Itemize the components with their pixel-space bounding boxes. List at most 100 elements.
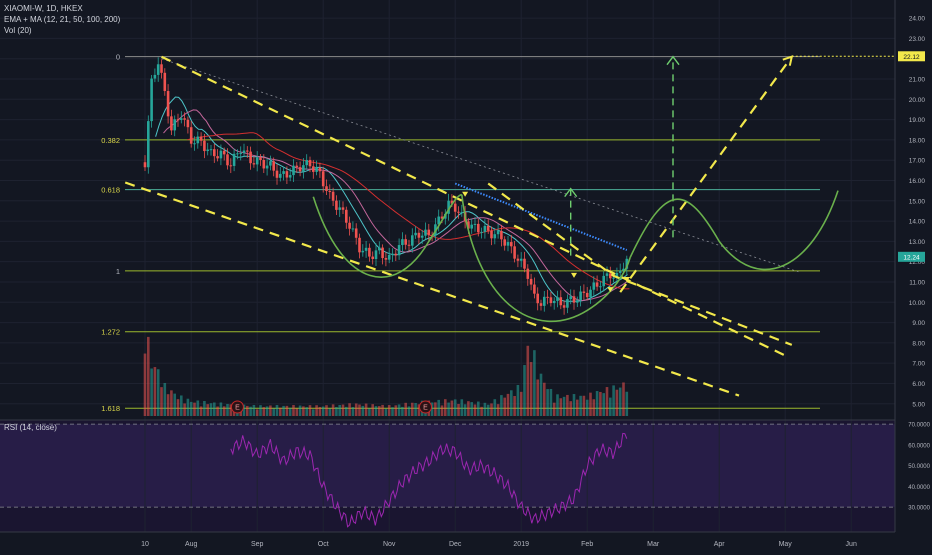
- time-tick-label: Apr: [714, 541, 726, 548]
- volume-bar: [467, 401, 470, 416]
- volume-bar: [477, 401, 480, 416]
- candle-body: [305, 160, 308, 166]
- volume-bar: [523, 365, 526, 416]
- candle-body: [572, 296, 576, 303]
- candle-body: [193, 143, 196, 145]
- volume-bar: [450, 400, 454, 416]
- candle-body: [232, 153, 236, 166]
- target-arrow-head: [564, 187, 578, 198]
- candle-body: [364, 247, 368, 251]
- volume-bar: [470, 402, 473, 416]
- price-tick-label: 16.00: [909, 178, 926, 185]
- price-tick-label: 18.00: [909, 137, 926, 144]
- candle-body: [622, 268, 625, 271]
- candle-body: [196, 136, 200, 144]
- volume-bar: [457, 403, 460, 416]
- candle-body: [246, 150, 249, 152]
- candle-body: [605, 273, 609, 276]
- volume-bar: [275, 405, 279, 416]
- volume-bar: [414, 403, 417, 416]
- candle-body: [265, 165, 269, 169]
- volume-bar: [282, 405, 285, 416]
- fib-level-label: 1.618: [101, 404, 120, 413]
- volume-bar: [249, 406, 252, 416]
- volume-bar: [394, 405, 398, 416]
- candle-body: [559, 297, 563, 306]
- volume-bar: [219, 402, 223, 416]
- candle-body: [312, 166, 315, 172]
- candle-body: [160, 64, 163, 73]
- volume-bar: [166, 394, 170, 416]
- candle-body: [358, 237, 361, 253]
- price-tick-label: 20.00: [909, 97, 926, 104]
- volume-bar: [292, 405, 295, 416]
- volume-bar: [216, 406, 219, 416]
- candle-body: [549, 297, 553, 304]
- candle-body: [371, 256, 374, 259]
- candle-body: [394, 253, 398, 256]
- price-tick-label: 6.00: [912, 381, 925, 388]
- candle-body: [282, 171, 285, 174]
- candle-body: [170, 116, 173, 131]
- rsi-tick-label: 60.0000: [908, 443, 930, 449]
- candle-body: [552, 300, 556, 304]
- candle-body: [556, 297, 559, 301]
- volume-bar: [615, 389, 619, 416]
- candle-body: [533, 284, 536, 294]
- candle-body: [325, 186, 328, 192]
- volume-bar: [592, 399, 596, 416]
- volume-bar: [391, 407, 394, 416]
- candle-body: [473, 223, 477, 225]
- volume-bar: [589, 392, 592, 416]
- candle-body: [579, 291, 582, 301]
- volume-bar: [222, 406, 226, 416]
- volume-bar: [308, 405, 312, 416]
- candle-body: [562, 305, 566, 308]
- time-tick-label: 10: [141, 541, 149, 548]
- volume-bar: [338, 405, 341, 416]
- candle-body: [374, 250, 378, 259]
- volume-bar: [417, 404, 421, 416]
- volume-bar: [516, 385, 520, 416]
- candle-body: [609, 273, 612, 279]
- candle-body: [566, 299, 569, 308]
- inverse-head-center: [461, 194, 631, 322]
- candle-body: [625, 258, 629, 269]
- inverse-head-right-shoulder: [629, 190, 839, 271]
- signal-marker: [571, 272, 577, 278]
- candle-body: [414, 232, 417, 236]
- rsi-band-fill: [0, 424, 895, 508]
- volume-bar: [163, 383, 167, 416]
- volume-bar: [536, 379, 539, 416]
- candle-body: [153, 74, 157, 79]
- ma-200-line: [454, 182, 628, 251]
- candle-body: [199, 136, 203, 141]
- candle-body: [467, 221, 470, 229]
- candle-body: [585, 292, 589, 298]
- candle-body: [440, 216, 444, 219]
- fib-level-label: 1.272: [101, 328, 120, 337]
- time-tick-label: Aug: [185, 541, 198, 548]
- candle-body: [589, 289, 592, 298]
- volume-bar: [602, 393, 605, 416]
- candle-body: [407, 244, 411, 246]
- price-tick-label: 5.00: [912, 401, 925, 408]
- fib-level-label: 0.618: [101, 186, 120, 195]
- price-tick-label: 14.00: [909, 219, 926, 226]
- volume-bar: [262, 407, 266, 416]
- volume-bar: [401, 406, 404, 416]
- signal-marker: [462, 191, 469, 197]
- candle-body: [259, 157, 262, 161]
- candle-body: [447, 200, 450, 214]
- volume-bar: [153, 367, 157, 416]
- price-tick-label: 11.00: [909, 279, 925, 286]
- price-tick-label: 15.00: [909, 198, 926, 205]
- candle-body: [420, 235, 424, 238]
- volume-bar: [302, 406, 305, 416]
- candle-body: [384, 258, 388, 260]
- volume-bar: [156, 369, 160, 416]
- volume-bar: [246, 405, 249, 416]
- volume-bar: [552, 402, 556, 416]
